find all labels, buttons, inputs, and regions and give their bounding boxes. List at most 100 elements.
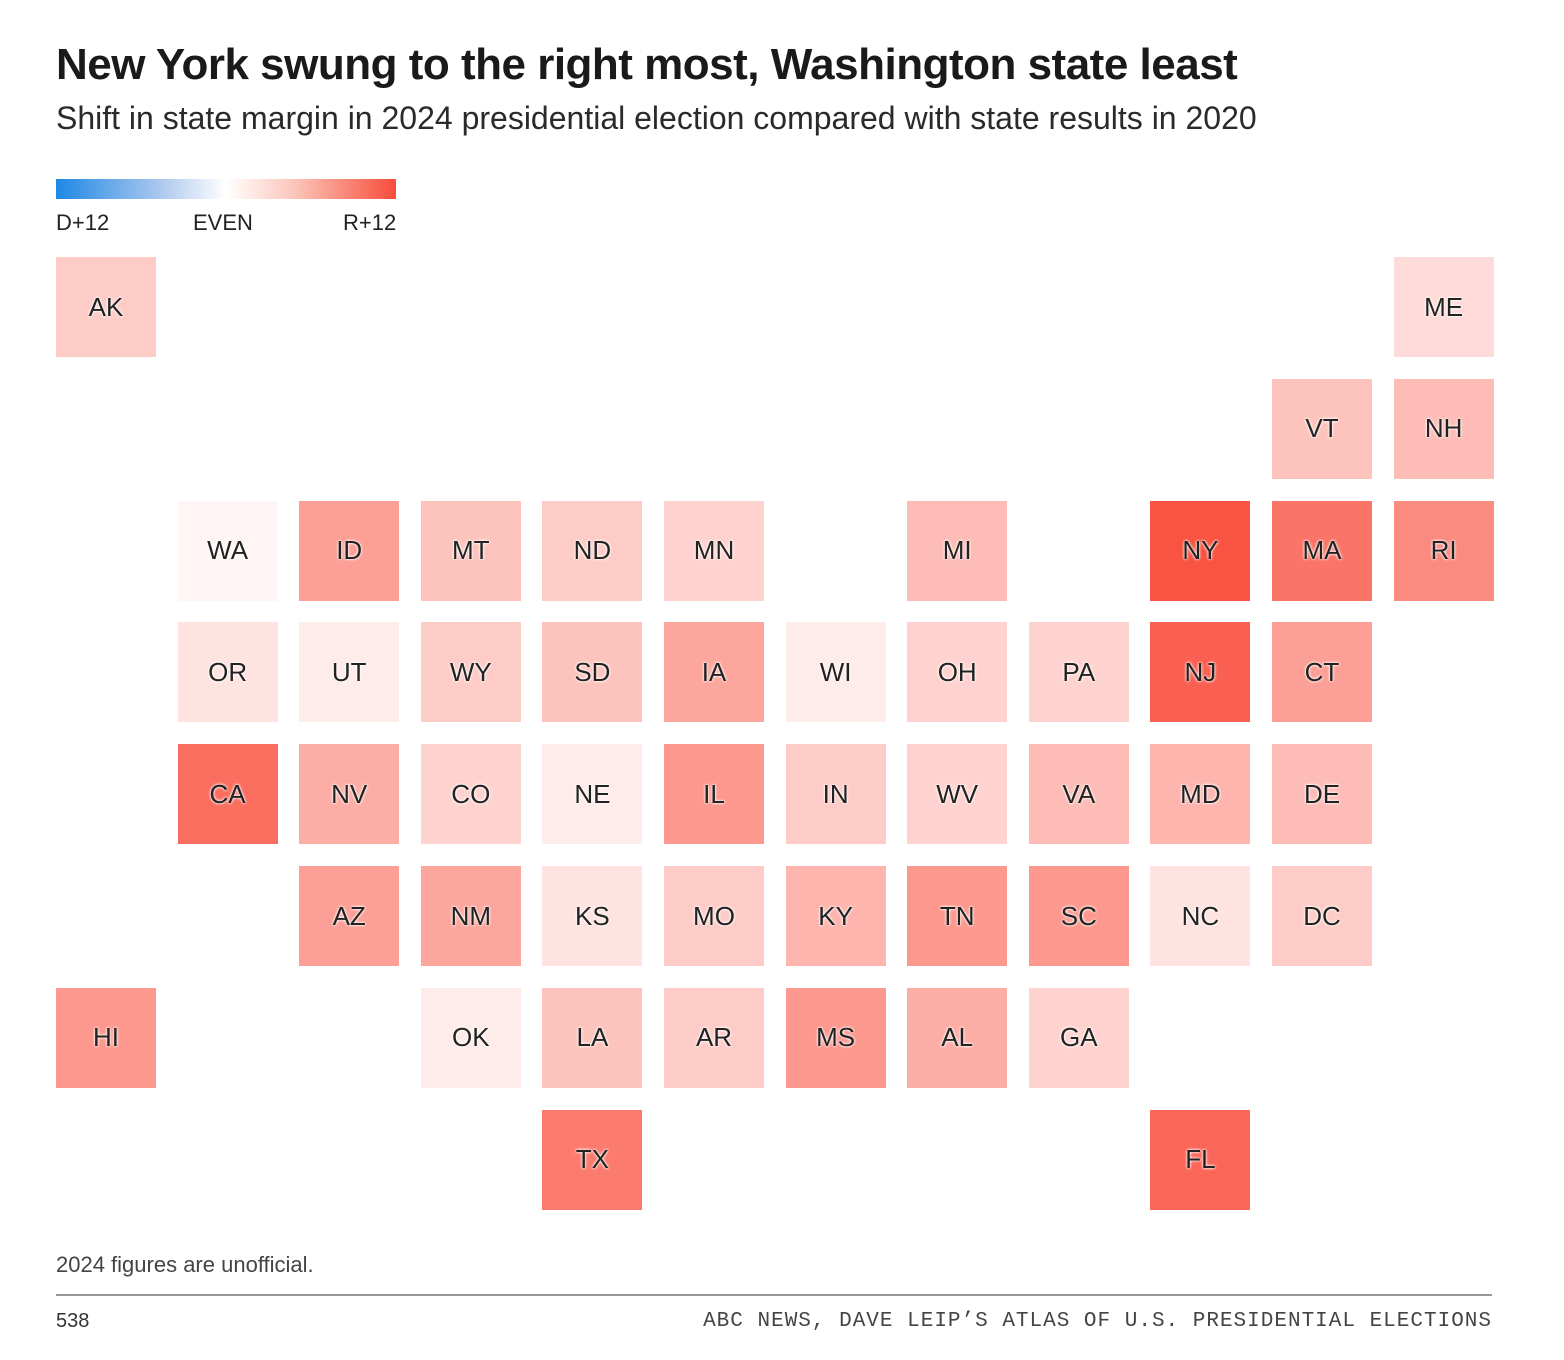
state-tile-mo: MO — [664, 866, 764, 966]
state-label: MD — [1180, 778, 1221, 809]
state-tile-ca: CA — [177, 744, 278, 845]
state-label: ME — [1424, 291, 1464, 322]
state-tile-md: MD — [1150, 744, 1251, 845]
state-tile-ms: MS — [785, 987, 886, 1088]
state-label: SC — [1060, 900, 1097, 931]
state-tile-al: AL — [907, 987, 1008, 1088]
state-tile-ok: OK — [420, 987, 521, 1088]
state-label: TN — [939, 900, 975, 931]
state-label: LA — [576, 1022, 609, 1053]
legend-label-d: D+12 — [56, 210, 110, 235]
state-label: NY — [1182, 535, 1219, 566]
state-tile-oh: OH — [907, 622, 1008, 723]
state-tile-ct: CT — [1272, 622, 1372, 723]
state-tile-ky: KY — [785, 866, 886, 966]
state-label: GA — [1060, 1022, 1098, 1053]
state-label: KS — [575, 900, 610, 931]
state-label: ID — [336, 535, 363, 566]
state-label: OR — [208, 656, 248, 687]
state-label: OH — [937, 656, 977, 687]
state-tile-ar: AR — [664, 987, 764, 1088]
state-label: WY — [449, 656, 492, 687]
state-label: MS — [816, 1022, 856, 1053]
state-tile-nv: NV — [299, 744, 400, 845]
state-label: MA — [1302, 535, 1342, 566]
state-label: KY — [818, 900, 853, 931]
state-label: AK — [88, 291, 124, 322]
state-tile-wa: WA — [177, 500, 278, 601]
state-tile-wv: WV — [907, 744, 1008, 845]
state-tile-ak: AK — [56, 257, 156, 357]
state-label: NH — [1424, 413, 1463, 444]
state-label: WI — [819, 656, 852, 687]
state-tile-mt: MT — [420, 500, 521, 601]
state-label: CA — [209, 778, 246, 809]
legend-label-even: EVEN — [193, 210, 253, 235]
state-label: IN — [822, 778, 849, 809]
footnote: 2024 figures are unofficial. — [56, 1252, 314, 1277]
state-label: UT — [331, 656, 367, 687]
state-label: CT — [1304, 656, 1340, 687]
state-label: NC — [1181, 900, 1220, 931]
state-label: TX — [575, 1144, 609, 1175]
state-tile-ga: GA — [1028, 987, 1129, 1088]
state-tile-fl: FL — [1150, 1109, 1251, 1210]
state-label: OK — [452, 1022, 490, 1053]
state-label: NV — [331, 778, 368, 809]
state-tile-ne: NE — [542, 744, 643, 845]
state-tile-sc: SC — [1028, 866, 1129, 966]
state-label: MI — [942, 535, 972, 566]
state-tile-nd: ND — [542, 500, 643, 601]
state-label: NJ — [1184, 656, 1217, 687]
state-tile-ks: KS — [542, 866, 643, 966]
state-tile-ia: IA — [664, 622, 764, 723]
state-label: IA — [701, 656, 727, 687]
state-label: NE — [574, 778, 611, 809]
legend-label-r: R+12 — [343, 210, 397, 235]
state-label: MN — [693, 535, 735, 566]
state-tile-nh: NH — [1393, 378, 1494, 479]
state-tile-ma: MA — [1272, 500, 1372, 601]
state-label: CO — [451, 778, 491, 809]
brand-label: 538 — [56, 1310, 90, 1332]
state-label: FL — [1185, 1144, 1216, 1175]
state-label: IL — [703, 778, 725, 809]
state-label: PA — [1062, 656, 1096, 687]
state-tile-co: CO — [420, 744, 521, 845]
state-tile-nc: NC — [1150, 866, 1251, 966]
state-tile-or: OR — [177, 622, 278, 723]
state-tile-hi: HI — [56, 987, 156, 1088]
state-tile-de: DE — [1272, 744, 1372, 845]
state-tile-tx: TX — [542, 1109, 643, 1210]
state-tile-vt: VT — [1272, 378, 1372, 479]
state-label: AZ — [332, 900, 366, 931]
state-tile-me: ME — [1393, 257, 1494, 357]
footer-divider — [56, 1294, 1492, 1296]
state-label: DC — [1303, 900, 1341, 931]
state-tile-az: AZ — [299, 866, 400, 966]
state-tile-nm: NM — [420, 866, 521, 966]
state-tile-ri: RI — [1393, 500, 1494, 601]
state-tile-mi: MI — [907, 500, 1008, 601]
state-label: DE — [1303, 778, 1341, 809]
legend-gradient-bar — [56, 179, 396, 199]
state-tile-dc: DC — [1272, 866, 1372, 966]
state-label: WA — [207, 535, 249, 566]
state-tile-sd: SD — [542, 622, 643, 723]
state-label: NM — [450, 900, 492, 931]
state-tile-mn: MN — [664, 500, 764, 601]
state-label: AR — [695, 1022, 733, 1053]
state-tile-id: ID — [299, 500, 400, 601]
state-tile-nj: NJ — [1150, 622, 1251, 723]
state-tile-ut: UT — [299, 622, 400, 723]
state-tile-pa: PA — [1028, 622, 1129, 723]
state-tile-wi: WI — [785, 622, 886, 723]
state-label: RI — [1430, 535, 1457, 566]
state-label: MT — [452, 535, 490, 566]
state-tile-tn: TN — [907, 866, 1008, 966]
state-label: HI — [93, 1022, 119, 1053]
state-tile-ny: NY — [1150, 500, 1251, 601]
source-credit: ABC NEWS, DAVE LEIP’S ATLAS OF U.S. PRES… — [703, 1310, 1492, 1333]
state-tile-wy: WY — [420, 622, 521, 723]
chart-title: New York swung to the right most, Washin… — [56, 40, 1238, 89]
